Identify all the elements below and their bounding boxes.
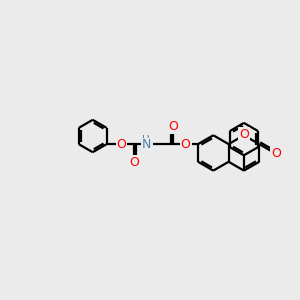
- Text: N: N: [142, 138, 151, 151]
- Text: O: O: [271, 147, 281, 160]
- Text: O: O: [168, 120, 178, 133]
- Text: O: O: [116, 138, 126, 151]
- Text: O: O: [239, 128, 249, 141]
- Text: H: H: [142, 135, 150, 145]
- Text: O: O: [129, 156, 139, 169]
- Text: O: O: [181, 138, 190, 151]
